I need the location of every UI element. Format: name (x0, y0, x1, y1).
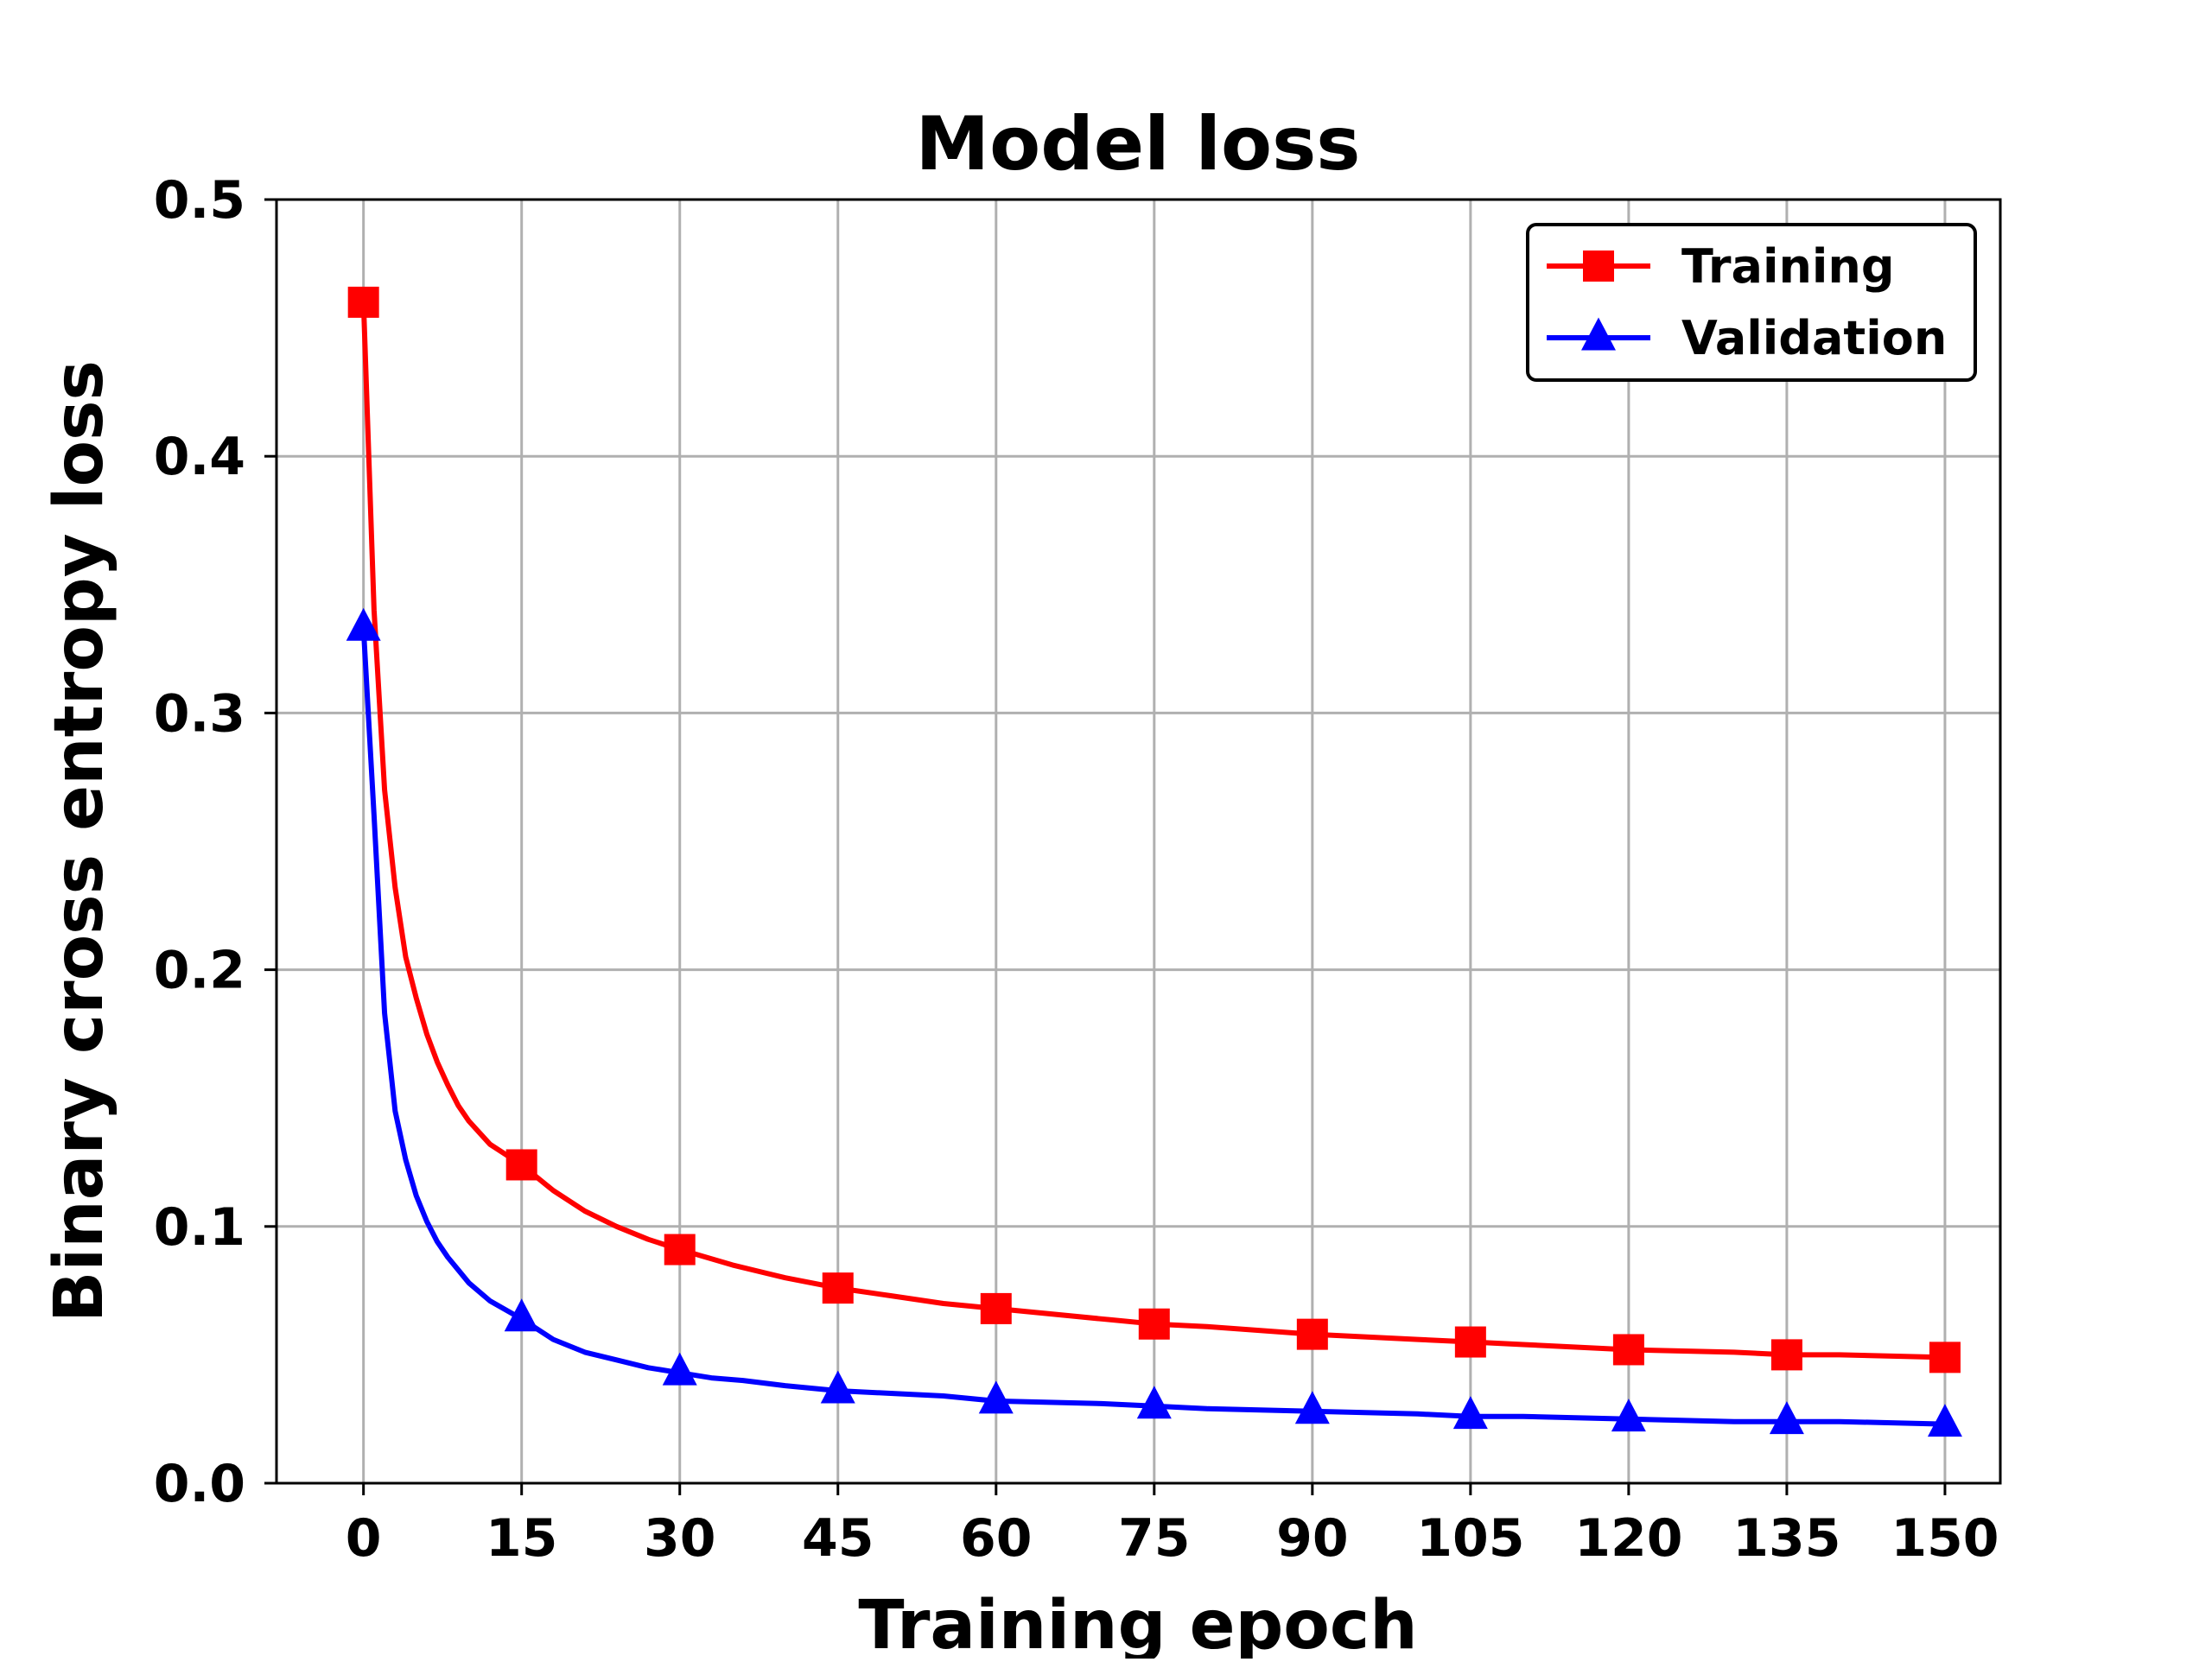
series-markers (346, 286, 1962, 1437)
y-tick-label: 0.5 (154, 170, 245, 231)
x-tick-label: 0 (346, 1508, 382, 1569)
legend-swatch-marker (1581, 317, 1616, 351)
validation-data-point (504, 1298, 539, 1332)
validation-data-point (1927, 1404, 1962, 1437)
y-tick-label: 0.0 (154, 1454, 245, 1514)
x-tick-label: 30 (644, 1508, 716, 1569)
axis-ticks: 0 15 30 45 60 75 90 105 120 135 150 0.0 0.1 0.2 0.3 0.4… (154, 170, 1999, 1569)
training-data-point (1929, 1342, 1961, 1373)
training-data-point (822, 1272, 854, 1304)
training-data-point (1138, 1308, 1170, 1340)
x-axis-label: Training epoch (858, 1587, 1417, 1659)
legend-label-validation: Validation (1681, 311, 1947, 365)
plot-frame (275, 198, 2002, 1485)
x-tick-label: 150 (1891, 1508, 1999, 1569)
grid-lines (276, 198, 2000, 1485)
x-tick-label: 60 (960, 1508, 1033, 1569)
x-tick-label: 90 (1276, 1508, 1349, 1569)
y-tick-label: 0.4 (154, 427, 245, 487)
x-tick-label: 120 (1574, 1508, 1682, 1569)
legend-item-validation: Validation (1547, 311, 1947, 365)
training-data-point (347, 286, 379, 318)
x-tick-label: 45 (802, 1508, 874, 1569)
validation-data-point (1136, 1386, 1172, 1419)
validation-data-point (820, 1370, 855, 1404)
legend: Training Validation (1526, 223, 1977, 382)
chart-title: Model loss (916, 101, 1361, 187)
legend-label-training: Training (1681, 239, 1895, 294)
validation-data-point (346, 607, 381, 641)
validation-data-point (1294, 1391, 1330, 1424)
training-data-point (1296, 1318, 1328, 1350)
training-data-point (1612, 1334, 1644, 1366)
y-axis-label: Binary cross entropy loss (41, 360, 118, 1323)
x-tick-label: 75 (1118, 1508, 1191, 1569)
training-data-point (505, 1149, 537, 1181)
validation-data-point (1611, 1399, 1646, 1432)
y-tick-label: 0.2 (154, 941, 245, 1001)
training-data-point (1454, 1326, 1486, 1358)
training-data-point (664, 1234, 696, 1266)
validation-data-point (662, 1352, 697, 1386)
training-data-point (980, 1292, 1012, 1324)
y-tick-label: 0.1 (154, 1197, 245, 1258)
x-tick-label: 135 (1732, 1508, 1840, 1569)
validation-data-point (978, 1380, 1014, 1414)
training-data-point (1770, 1339, 1802, 1371)
validation-data-point (1769, 1401, 1804, 1435)
validation-data-point (1452, 1396, 1488, 1430)
legend-swatch-marker (1583, 251, 1614, 282)
x-tick-label: 15 (486, 1508, 558, 1569)
legend-item-training: Training (1547, 239, 1895, 294)
x-tick-label: 105 (1416, 1508, 1524, 1569)
y-tick-label: 0.3 (154, 683, 245, 744)
